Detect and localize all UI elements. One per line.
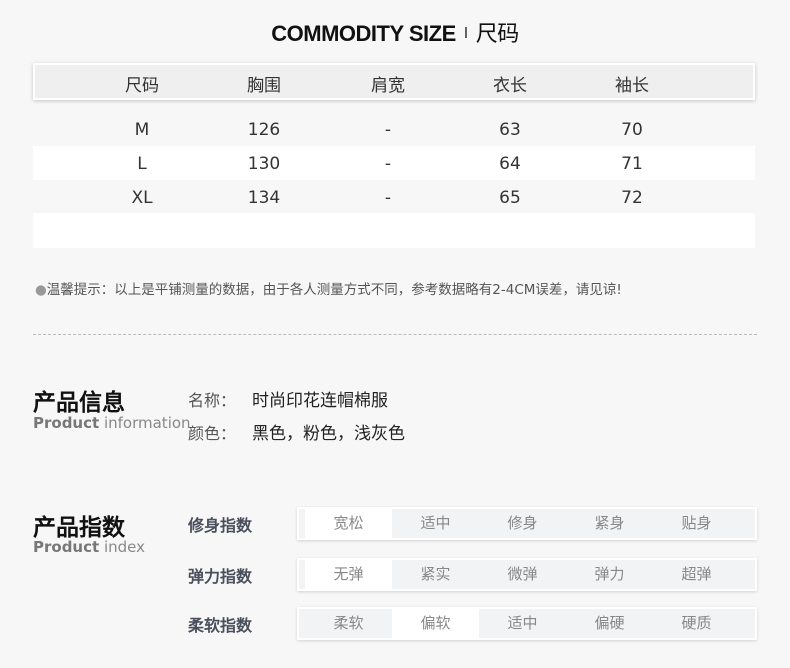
index-option-selected: 偏软: [392, 609, 479, 638]
sub-bold: Product: [33, 414, 100, 432]
index-option: 偏硬: [594, 614, 625, 632]
table-cell: -: [384, 154, 392, 174]
header-cell: 袖长: [615, 76, 649, 96]
product-index-heading: 产品指数: [33, 515, 125, 541]
index-option-selected: 无弹: [305, 560, 392, 589]
sub-rest: index: [103, 538, 146, 556]
table-cell: 134: [247, 188, 281, 208]
index-label: 修身指数: [188, 516, 253, 535]
table-cell: 71: [621, 154, 643, 174]
name-value: 时尚印花连帽棉服: [252, 391, 388, 411]
table-cell: 63: [499, 120, 521, 140]
index-scale: 无弹 紧实 微弹 弹力 超弹: [297, 558, 757, 591]
section-title: COMMODITY SIZE I 尺码: [0, 16, 790, 48]
table-cell: L: [137, 154, 147, 174]
index-scale: 宽松 适中 修身 紧身 贴身: [297, 507, 757, 540]
title-cn: 尺码: [475, 21, 520, 46]
table-cell: 72: [621, 188, 643, 208]
dashed-divider: [33, 334, 757, 335]
sub-bold: Product: [33, 538, 100, 556]
tip-text: ●温馨提示：以上是平铺测量的数据，由于各人测量方式不同，参考数据略有2-4CM误…: [35, 278, 622, 298]
index-scale: 柔软 偏软 适中 偏硬 硬质: [297, 607, 757, 640]
color-value: 黑色，粉色，浅灰色: [252, 424, 405, 444]
title-separator: I: [463, 25, 468, 42]
table-cell: M: [134, 120, 150, 140]
header-cell: 尺码: [125, 76, 159, 96]
table-cell: 130: [247, 154, 281, 174]
row-stripe: [33, 146, 755, 180]
index-label: 柔软指数: [188, 616, 253, 635]
product-info-heading: 产品信息: [33, 390, 125, 416]
table-cell: -: [384, 120, 392, 140]
index-label: 弹力指数: [188, 567, 253, 586]
index-option: 弹力: [594, 565, 625, 583]
index-option: 紧实: [420, 565, 451, 583]
product-info-subheading: Product information: [33, 414, 191, 432]
index-option: 修身: [507, 514, 538, 532]
tip-content: 温馨提示：以上是平铺测量的数据，由于各人测量方式不同，参考数据略有2-4CM误差…: [46, 282, 622, 298]
title-en: COMMODITY SIZE: [271, 21, 456, 46]
table-cell: 126: [247, 120, 281, 140]
table-cell: 70: [621, 120, 643, 140]
index-option: 适中: [507, 614, 538, 632]
sub-rest: information: [103, 414, 191, 432]
table-cell: -: [384, 188, 392, 208]
index-option: 适中: [420, 514, 451, 532]
row-stripe-empty: [33, 213, 755, 248]
index-option: 硬质: [681, 614, 712, 632]
header-cell: 肩宽: [371, 76, 405, 96]
header-cell: 胸围: [247, 76, 281, 96]
name-label: 名称：: [188, 391, 237, 410]
size-table-header: [33, 63, 755, 100]
product-index-subheading: Product index: [33, 538, 145, 556]
color-label: 颜色：: [188, 424, 237, 443]
table-cell: 65: [499, 188, 521, 208]
bullet-icon: ●: [35, 282, 47, 298]
table-cell: XL: [131, 188, 153, 208]
index-option: 贴身: [681, 514, 712, 532]
table-cell: 64: [499, 154, 521, 174]
index-option: 超弹: [681, 565, 712, 583]
index-option-selected: 宽松: [305, 509, 392, 538]
index-option: 紧身: [594, 514, 625, 532]
index-option: 柔软: [333, 614, 364, 632]
index-option: 微弹: [507, 565, 538, 583]
header-cell: 衣长: [493, 76, 527, 96]
